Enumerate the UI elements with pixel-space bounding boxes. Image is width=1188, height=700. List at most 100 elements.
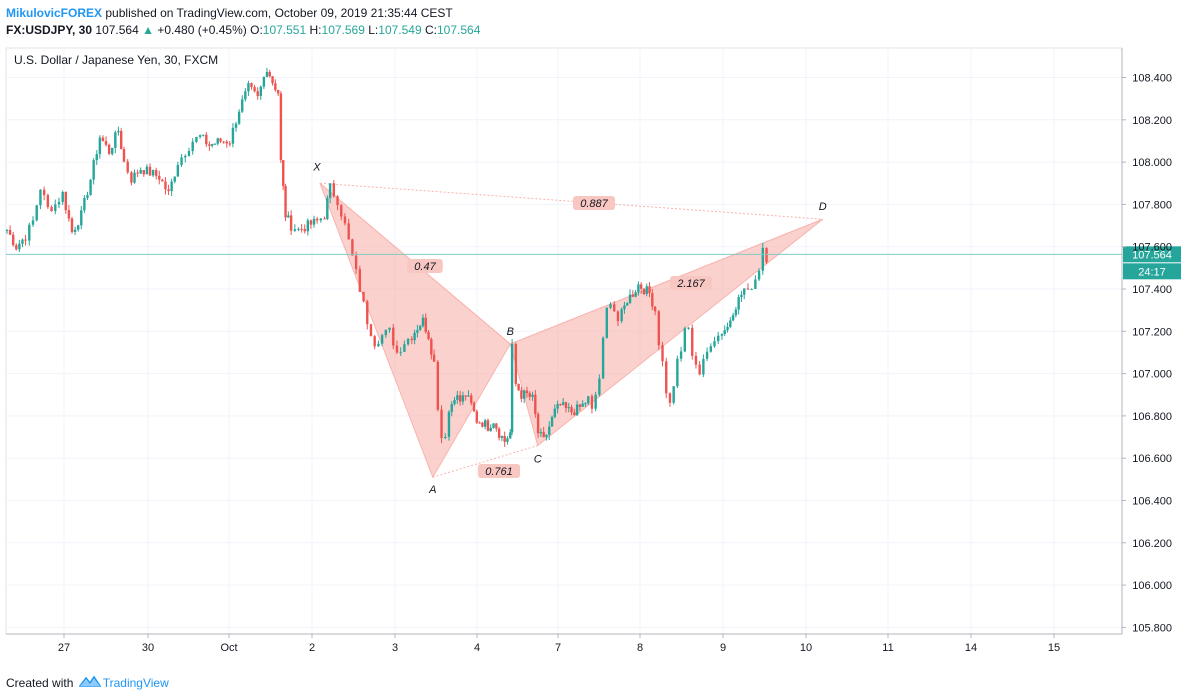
candle-body [598,378,601,395]
candle-body [440,409,443,439]
candle-body [406,338,410,345]
candle-body [46,195,50,207]
y-tick-label: 106.800 [1132,411,1172,423]
candle-body [21,239,24,244]
candle-body [559,404,562,406]
y-tick-label: 106.600 [1132,453,1172,465]
candle-body [564,402,568,409]
candle-body [136,172,139,174]
candle-body [213,143,217,145]
candle-body [587,396,590,404]
candle-body [694,355,698,365]
publish-info: MikulovicFOREX published on TradingView.… [6,5,453,21]
candle-body [737,297,740,310]
x-tick-label: 3 [392,642,398,654]
high-label: H: [309,23,322,37]
candle-body [250,83,253,88]
candle-body [645,286,648,295]
candle-body [120,130,123,150]
candle-body [167,189,170,192]
candle-body [450,404,453,412]
tradingview-link[interactable]: TradingView [102,676,169,691]
candle-body [154,170,158,176]
candle-body [268,71,271,77]
candle-body [461,395,465,402]
candle-body [458,395,462,402]
candle-body [202,134,205,136]
y-tick-label: 107.400 [1132,284,1172,296]
candle-body [369,324,373,337]
candle-body [601,337,605,379]
candle-body [691,327,694,356]
chart-title: U.S. Dollar / Japanese Yen, 30, FXCM [14,53,218,67]
symbol-label: FX:USDJPY, 30 [6,23,93,37]
ratio-label-bg [573,196,615,210]
candle-body [570,407,573,413]
candle-body [86,195,89,199]
ratio-label-bg [670,276,712,290]
candle-body [676,358,679,387]
candle-body [284,186,287,218]
candle-body [424,317,427,332]
candle-body [734,309,738,316]
candle-body [117,130,120,133]
pattern-line-bd [510,218,823,345]
candle-body [276,90,280,94]
ratio-label-ac: 0.761 [485,466,513,478]
x-tick-label: Oct [220,642,237,654]
candle-body [723,330,726,334]
candle-body [567,407,570,409]
candle-body [634,292,637,297]
candle-body [170,181,173,192]
candle-body [403,344,406,352]
candle-body [83,198,86,211]
price-chart[interactable]: U.S. Dollar / Japanese Yen, 30, FXCM X A B C… [0,44,1188,670]
candle-body [478,422,481,424]
candle-body [573,412,576,416]
candle-body [76,225,80,230]
candle-body [92,160,95,180]
candle-body [665,361,668,394]
candle-body [28,224,31,241]
candle-body [336,196,339,206]
ratio-label-bg [407,259,443,273]
candle-body [392,327,395,346]
low-value: 107.549 [378,23,422,37]
candle-body [287,215,290,218]
candle-body [705,351,709,359]
candle-body [373,336,376,347]
candle-body [384,329,388,336]
open-value: 107.551 [262,23,307,37]
candle-body [244,91,247,100]
candle-body [64,192,68,211]
candle-body [489,427,492,431]
candle-body [205,134,208,145]
candle-body [609,304,612,308]
candle-body [176,165,180,177]
candle-body [101,137,105,142]
candle-body [750,288,753,290]
candle-body [661,345,664,362]
x-tick-label: 11 [882,642,893,654]
candle-body [410,338,414,341]
candle-body [262,76,266,87]
x-tick-label: 15 [1048,642,1060,654]
candle-body [253,87,256,92]
candle-body [173,176,176,182]
candle-body [380,335,384,344]
author-name[interactable]: MikulovicFOREX [6,6,103,20]
candle-body [642,288,646,295]
candle-body [436,361,440,410]
candle-body [98,137,102,155]
low-label: L: [368,23,379,37]
candle-body [297,228,300,230]
candle-body [740,294,743,298]
y-tick-label: 106.400 [1132,496,1172,508]
candle-body [122,149,126,162]
candle-body [746,288,750,290]
candle-body [528,393,531,397]
candle-body [247,83,250,92]
candle-body [713,341,716,347]
tradingview-logo-icon [78,675,102,691]
candle-body [343,216,347,224]
